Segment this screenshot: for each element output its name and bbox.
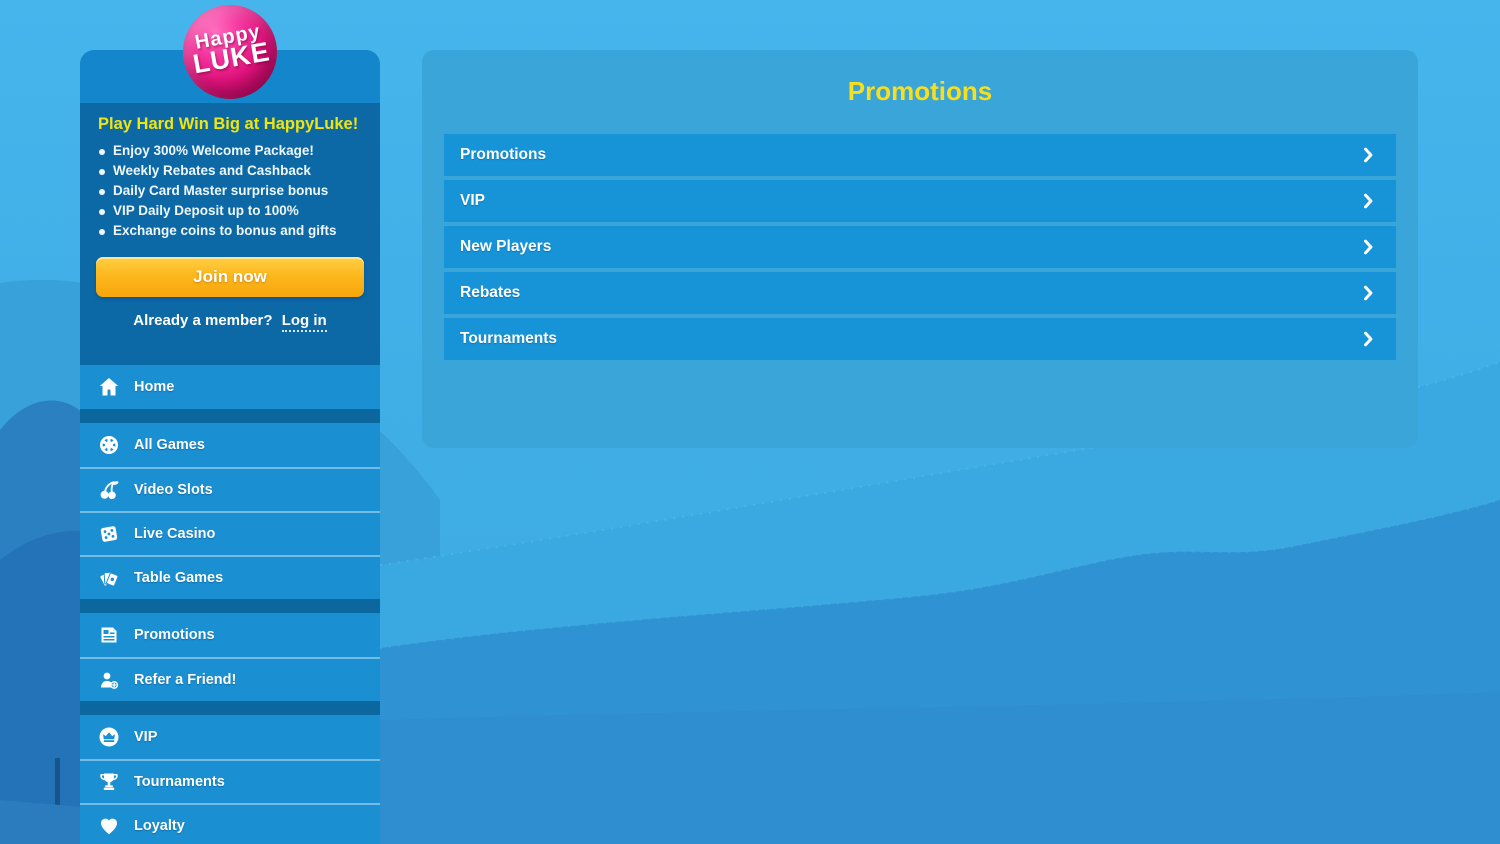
chevron-right-icon: [1364, 193, 1373, 209]
chevron-right-icon: [1364, 147, 1373, 163]
nav-group-rewards: VIP Tournaments: [80, 715, 380, 844]
sidebar-item-table-games[interactable]: Table Games: [80, 555, 380, 599]
promo-bullet: VIP Daily Deposit up to 100%: [96, 201, 364, 221]
sidebar-item-live-casino[interactable]: Live Casino: [80, 511, 380, 555]
promo-bullet-list: Enjoy 300% Welcome Package! Weekly Rebat…: [96, 141, 364, 241]
newspaper-icon: [96, 623, 122, 647]
promo-bullet: Enjoy 300% Welcome Package!: [96, 141, 364, 161]
sidebar-item-loyalty[interactable]: Loyalty: [80, 803, 380, 844]
promo-bullet: Exchange coins to bonus and gifts: [96, 221, 364, 241]
promo-row-vip[interactable]: VIP: [444, 180, 1396, 222]
nav-group-home: Home: [80, 365, 380, 409]
chevron-right-icon: [1364, 239, 1373, 255]
promo-row-rebates[interactable]: Rebates: [444, 272, 1396, 314]
sidebar-item-tournaments[interactable]: Tournaments: [80, 759, 380, 803]
sidebar-item-refer-a-friend[interactable]: Refer a Friend!: [80, 657, 380, 701]
person-add-icon: [96, 668, 122, 692]
dice-icon: [96, 522, 122, 546]
crown-icon: [96, 725, 122, 749]
promo-heading: Play Hard Win Big at HappyLuke!: [98, 115, 359, 133]
nav-group-divider: [80, 701, 380, 715]
promo-row-new-players[interactable]: New Players: [444, 226, 1396, 268]
nav-group-games: All Games Video Slots: [80, 423, 380, 599]
nav-group-divider: [80, 409, 380, 423]
sidebar-item-all-games[interactable]: All Games: [80, 423, 380, 467]
trophy-icon: [96, 770, 122, 794]
casino-chip-icon: [96, 433, 122, 457]
nav-group-promos: Promotions Refer a Friend!: [80, 613, 380, 701]
cherries-icon: [96, 478, 122, 502]
member-prompt-text: Already a member?: [133, 312, 273, 329]
sidebar-item-vip[interactable]: VIP: [80, 715, 380, 759]
login-link[interactable]: Log in: [281, 312, 327, 332]
sidebar-nav: Home All Games: [80, 365, 380, 844]
page-title: Promotions: [847, 76, 993, 106]
sidebar-promo-header: Play Hard Win Big at HappyLuke! Enjoy 30…: [80, 103, 380, 365]
playing-cards-icon: [96, 566, 122, 590]
promotions-list: Promotions VIP New Players Rebates Tourn…: [444, 134, 1396, 360]
happyluke-logo-text: Happy LUKE: [180, 19, 280, 80]
heart-icon: [96, 814, 122, 838]
promo-bullet: Weekly Rebates and Cashback: [96, 161, 364, 181]
sidebar-item-home[interactable]: Home: [80, 365, 380, 409]
sidebar-item-video-slots[interactable]: Video Slots: [80, 467, 380, 511]
promo-row-promotions[interactable]: Promotions: [444, 134, 1396, 176]
nav-group-divider: [80, 599, 380, 613]
chevron-right-icon: [1364, 331, 1373, 347]
chevron-right-icon: [1364, 285, 1373, 301]
sidebar-item-promotions[interactable]: Promotions: [80, 613, 380, 657]
promo-row-tournaments[interactable]: Tournaments: [444, 318, 1396, 360]
happyluke-logo[interactable]: Happy LUKE: [183, 5, 277, 99]
home-icon: [96, 375, 122, 399]
promotions-panel: Promotions Promotions VIP New Players Re…: [422, 50, 1418, 448]
member-prompt-line: Already a member? Log in: [96, 312, 364, 332]
promo-bullet: Daily Card Master surprise bonus: [96, 181, 364, 201]
sidebar: Happy LUKE Play Hard Win Big at HappyLuk…: [80, 5, 380, 844]
join-now-button[interactable]: Join now: [96, 257, 364, 297]
